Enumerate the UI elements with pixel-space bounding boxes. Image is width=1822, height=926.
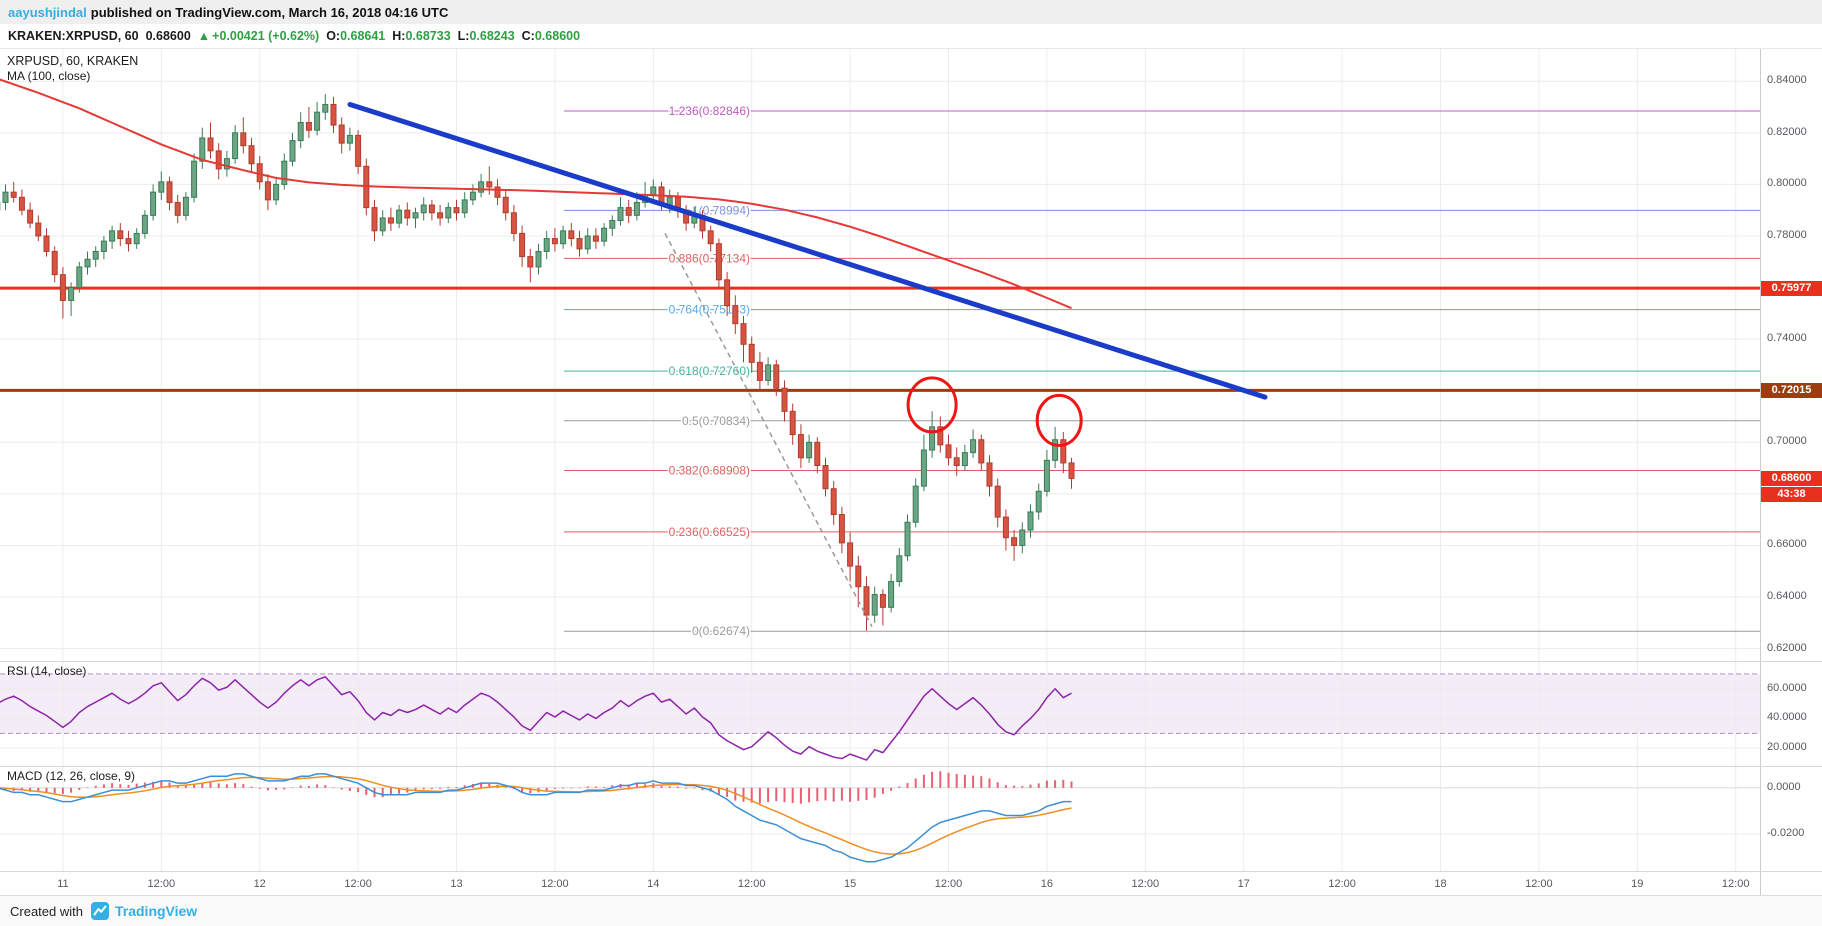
- time-axis[interactable]: 11 12:00 12 12:00 13 12:00 14 12:00 15 12:00 16 12:…: [0, 872, 1760, 895]
- price-tag: 0.72015: [1761, 382, 1822, 398]
- price-chart-svg[interactable]: 1.236(0.82846) 1(0.78994) 0.886(0.77134) 0.…: [0, 49, 1760, 661]
- time-tick-label: 12: [254, 878, 266, 890]
- highlight-circle: [1035, 393, 1083, 447]
- time-tick-label: 12:00: [1722, 878, 1750, 890]
- rsi-panel[interactable]: RSI (14, close): [0, 662, 1760, 766]
- axis-tick-label: 0.78000: [1767, 228, 1807, 241]
- highlight-circle: [906, 376, 958, 434]
- fib-label: 0(0.62674): [692, 624, 750, 638]
- macd-signal-line: [0, 775, 1072, 855]
- time-tick-label: 12:00: [541, 878, 569, 890]
- vertical-gridlines: [62, 767, 1737, 871]
- price-tag: 0.68600: [1761, 470, 1822, 486]
- time-tick-label: 12:00: [935, 878, 963, 890]
- time-axis-svg[interactable]: 11 12:00 12 12:00 13 12:00 14 12:00 15 12:00 16 12:…: [0, 872, 1760, 895]
- axis-tick-label: 0.0000: [1767, 780, 1801, 793]
- last-price: 0.68600: [145, 29, 191, 43]
- axis-tick-label: 0.62000: [1767, 641, 1807, 654]
- axis-tick-label: 40.0000: [1767, 711, 1807, 724]
- price-change: +0.00421 (+0.62%): [212, 29, 320, 43]
- attribution-text: published on TradingView.com, March 16, …: [90, 4, 449, 20]
- author-link[interactable]: aayushjindal: [8, 4, 87, 20]
- fib-label: 0.764(0.75143): [669, 303, 750, 317]
- axis-tick-label: 0.80000: [1767, 177, 1807, 190]
- close-label: C:: [521, 29, 535, 43]
- fib-label: 0.236(0.66525): [669, 525, 750, 539]
- rsi-axis[interactable]: 60.0000 40.0000 20.0000: [1760, 662, 1822, 766]
- axis-tick-label: 0.82000: [1767, 125, 1807, 138]
- low-value: 0.68243: [469, 29, 515, 43]
- axis-tick-label: 20.0000: [1767, 741, 1807, 754]
- macd-axis[interactable]: 0.0000 -0.0200: [1760, 767, 1822, 871]
- price-axis[interactable]: 0.840000.820000.800000.780000.760000.740…: [1760, 49, 1822, 661]
- bearish-trend-line: [347, 101, 1268, 400]
- time-tick-label: 14: [647, 878, 659, 890]
- time-tick-label: 12:00: [148, 878, 176, 890]
- fib-retracement: 1.236(0.82846) 1(0.78994) 0.886(0.77134) 0.…: [564, 102, 1760, 640]
- macd-panel[interactable]: MACD (12, 26, close, 9): [0, 767, 1760, 871]
- fib-label: 0.886(0.77134): [669, 251, 750, 265]
- fib-label: 0.618(0.72760): [669, 364, 750, 378]
- rsi-chart-svg[interactable]: [0, 662, 1760, 766]
- candle-bodies: [0, 103, 1075, 616]
- axis-tick-label: 0.84000: [1767, 74, 1807, 87]
- vertical-gridlines: [62, 49, 1737, 661]
- axis-tick-label: 0.70000: [1767, 435, 1807, 448]
- horizontal-level-lines: [0, 286, 1760, 392]
- time-tick-label: 16: [1041, 878, 1053, 890]
- time-tick-label: 19: [1631, 878, 1643, 890]
- low-label: L:: [457, 29, 470, 43]
- fib-label: 0.382(0.68908): [669, 463, 750, 477]
- time-tick-label: 12:00: [1525, 878, 1553, 890]
- time-axis-row: 11 12:00 12 12:00 13 12:00 14 12:00 15 12:00 16 12:…: [0, 871, 1822, 895]
- tradingview-brand-link[interactable]: TradingView: [114, 903, 198, 919]
- axis-tick-label: 0.66000: [1767, 538, 1807, 551]
- time-tick-label: 12:00: [1328, 878, 1356, 890]
- time-tick-label: 17: [1238, 878, 1250, 890]
- attribution-bar: aayushjindal published on TradingView.co…: [0, 0, 1822, 24]
- tradingview-logo-icon: [90, 902, 109, 920]
- rsi-panel-row: RSI (14, close) 60.0000 40.0000 20.0000: [0, 661, 1822, 766]
- price-tag: 43:38: [1761, 486, 1822, 502]
- time-tick-label: 18: [1434, 878, 1446, 890]
- rsi-band: [0, 673, 1760, 734]
- axis-tick-label: 0.64000: [1767, 590, 1807, 603]
- fib-label: 0.5(0.70834): [682, 414, 750, 428]
- created-with-label: Created with: [10, 903, 83, 919]
- time-tick-label: 12:00: [1132, 878, 1160, 890]
- axis-tick-label: 0.74000: [1767, 332, 1807, 345]
- macd-chart-svg[interactable]: [0, 767, 1760, 871]
- horizontal-gridlines: [0, 80, 1760, 650]
- time-tick-label: 15: [844, 878, 856, 890]
- open-value: 0.68641: [340, 29, 386, 43]
- high-label: H:: [392, 29, 406, 43]
- time-tick-label: 12:00: [344, 878, 372, 890]
- time-tick-label: 12:00: [738, 878, 766, 890]
- symbol-name: KRAKEN:XRPUSD, 60: [8, 29, 139, 43]
- change-arrow-icon: ▲: [197, 29, 211, 43]
- fib-label: 1(0.78994): [692, 203, 750, 217]
- close-value: 0.68600: [534, 29, 581, 43]
- time-tick-label: 11: [57, 878, 68, 890]
- dashed-trend-line: [664, 233, 873, 628]
- ma-100-line: [0, 78, 1072, 310]
- high-value: 0.68733: [405, 29, 451, 43]
- axis-tick-label: -0.0200: [1767, 827, 1805, 840]
- candle-wicks: [5, 94, 1072, 631]
- footer-bar: Created with TradingView: [0, 895, 1822, 926]
- time-tick-label: 13: [450, 878, 462, 890]
- price-panel[interactable]: XRPUSD, 60, KRAKEN MA (100, close) 1.236…: [0, 49, 1760, 661]
- symbol-info-bar: KRAKEN:XRPUSD, 60 0.68600 ▲ +0.00421 (+0…: [0, 24, 1822, 49]
- axis-corner: [1760, 872, 1822, 895]
- fib-label: 1.236(0.82846): [669, 104, 750, 118]
- macd-panel-row: MACD (12, 26, close, 9) 0.0000 -0.0200: [0, 766, 1822, 871]
- rsi-line: [0, 676, 1072, 761]
- axis-tick-label: 60.0000: [1767, 681, 1807, 694]
- price-panel-row: XRPUSD, 60, KRAKEN MA (100, close) 1.236…: [0, 49, 1822, 661]
- macd-line: [0, 773, 1072, 863]
- price-tag: 0.75977: [1761, 280, 1822, 296]
- open-label: O:: [326, 29, 341, 43]
